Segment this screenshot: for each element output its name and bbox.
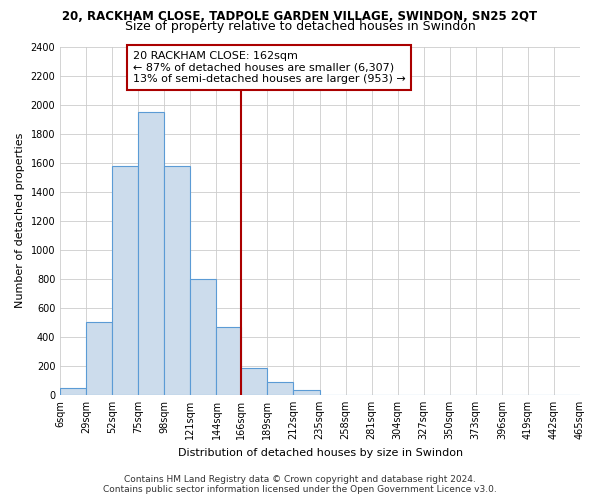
Bar	[217, 326, 241, 395]
Bar	[293, 390, 320, 395]
Bar	[268, 382, 293, 395]
Bar	[164, 166, 190, 395]
Bar	[112, 166, 139, 395]
Bar	[86, 322, 112, 395]
Text: 20, RACKHAM CLOSE, TADPOLE GARDEN VILLAGE, SWINDON, SN25 2QT: 20, RACKHAM CLOSE, TADPOLE GARDEN VILLAG…	[62, 10, 538, 23]
Text: Contains HM Land Registry data © Crown copyright and database right 2024.
Contai: Contains HM Land Registry data © Crown c…	[103, 474, 497, 494]
Bar	[241, 368, 268, 395]
Text: Size of property relative to detached houses in Swindon: Size of property relative to detached ho…	[125, 20, 475, 33]
X-axis label: Distribution of detached houses by size in Swindon: Distribution of detached houses by size …	[178, 448, 463, 458]
Text: 20 RACKHAM CLOSE: 162sqm
← 87% of detached houses are smaller (6,307)
13% of sem: 20 RACKHAM CLOSE: 162sqm ← 87% of detach…	[133, 51, 406, 84]
Bar	[139, 112, 164, 395]
Bar	[60, 388, 86, 395]
Y-axis label: Number of detached properties: Number of detached properties	[15, 133, 25, 308]
Bar	[190, 279, 217, 395]
